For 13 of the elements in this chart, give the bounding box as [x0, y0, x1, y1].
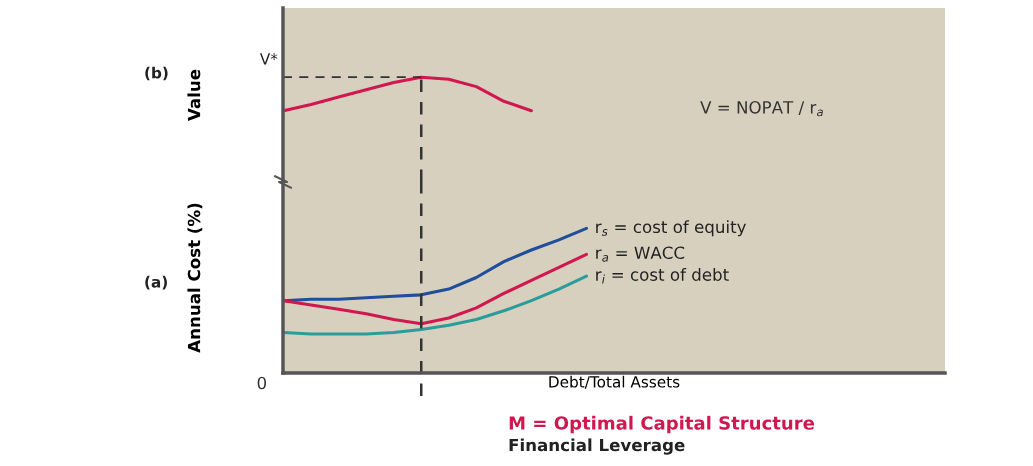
- text: (a): [145, 275, 167, 290]
- series-label: r$_{s}$ = cost of equity: [596, 220, 746, 237]
- series-label: r$_{a}$ = WACC: [596, 246, 685, 262]
- text: V*: [259, 53, 278, 65]
- annotation: V = NOPAT / r$_{a}$: [700, 101, 823, 117]
- text: (b): [145, 66, 168, 81]
- series-label: r$_{i}$ = cost of debt: [596, 267, 729, 284]
- text: M = Optimal Capital Structure: [509, 415, 815, 434]
- y-axis-title: Value: [187, 69, 201, 121]
- text: Financial Leverage: [509, 438, 685, 455]
- text: 0: [257, 376, 267, 390]
- y-axis-title: Annual Cost (%): [187, 203, 203, 353]
- x-axis-title: Debt/Total Assets: [549, 375, 680, 389]
